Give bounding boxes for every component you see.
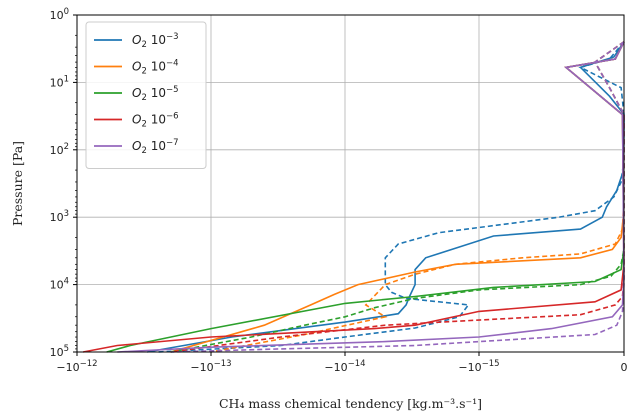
legend-label: O2 10−4	[132, 59, 179, 77]
y-tick-label: 104	[50, 277, 69, 292]
x-tick-label: −10−14	[324, 359, 365, 374]
x-tick-label: −10−12	[56, 359, 97, 374]
y-tick-label: 105	[50, 344, 69, 359]
y-tick-label: 100	[50, 7, 69, 22]
series-line-dashed-5	[170, 41, 625, 353]
legend-label: O2 10−5	[132, 85, 179, 103]
y-tick-label: 101	[50, 74, 69, 89]
series-line-solid-5	[117, 41, 625, 353]
x-axis-label: CH₄ mass chemical tendency [kg.m⁻³.s⁻¹]	[219, 396, 482, 411]
plot-frame	[76, 14, 625, 353]
ticks: 100 101 102 103 104 105−10−12 −10−13 −10−14 −10−…	[50, 7, 628, 374]
legend-label: O2 10−7	[132, 138, 179, 156]
legend-label: O2 10−6	[132, 112, 179, 130]
y-tick-label: 102	[50, 142, 69, 157]
legend-label: O2 10−3	[132, 32, 179, 50]
series-group	[82, 41, 625, 353]
x-tick-label: −10−13	[190, 359, 231, 374]
series-line-solid-1	[146, 41, 625, 353]
series-line-dashed-2	[210, 41, 625, 353]
y-tick-label: 103	[50, 209, 69, 224]
y-axis-label: Pressure [Pa]	[10, 141, 25, 226]
legend: O2 10−3 O2 10−4 O2 10−5 O2 10−6 O2 10−7	[85, 21, 207, 169]
legend-box	[85, 21, 207, 169]
x-tick-label: 0	[621, 361, 628, 374]
x-tick-label: −10−15	[458, 359, 499, 374]
